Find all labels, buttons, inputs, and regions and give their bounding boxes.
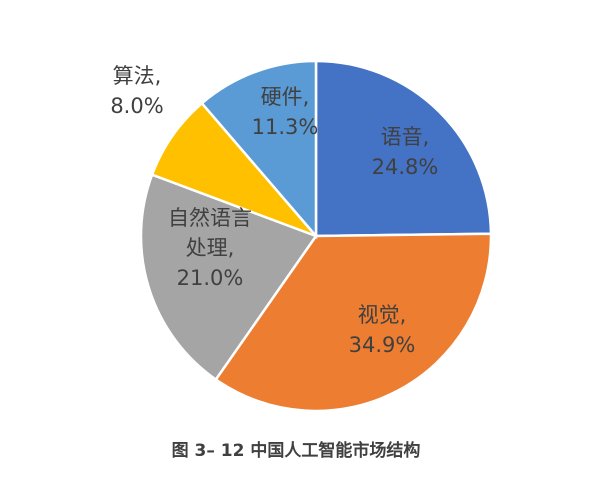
data-label-line: 硬件, xyxy=(261,85,310,109)
data-label-nlp: 自然语言处理, 21.0% xyxy=(168,206,252,290)
pie-chart: 语音, 24.8% 视觉, 34.9% 自然语言处理, 21.0% 算法, 8.0% 硬件, 11… xyxy=(110,59,493,413)
data-label-line: 11.3% xyxy=(252,115,319,139)
data-label-line: 自然语言 xyxy=(168,206,252,230)
data-label-line: 34.9% xyxy=(349,333,416,357)
data-label-speech: 语音, 24.8% xyxy=(372,125,439,179)
data-label-line: 算法, xyxy=(113,64,162,88)
data-label-line: 处理, xyxy=(186,236,235,260)
pie-slice-vision xyxy=(214,232,493,413)
data-label-line: 21.0% xyxy=(177,266,244,290)
data-label-line: 语音, xyxy=(381,125,430,149)
pie-slice-hardware xyxy=(200,59,318,240)
data-label-line: 24.8% xyxy=(372,155,439,179)
data-label-vision: 视觉, 34.9% xyxy=(349,303,416,357)
pie-slice-nlp xyxy=(139,173,318,382)
figure-caption: 图 3– 12 中国人工智能市场结构 xyxy=(171,441,421,461)
data-label-line: 视觉, xyxy=(358,303,407,327)
data-label-hardware: 硬件, 11.3% xyxy=(252,85,319,139)
pie-slice-speech xyxy=(314,59,493,238)
data-label-line: 8.0% xyxy=(110,94,163,118)
data-label-algorithm: 算法, 8.0% xyxy=(110,64,163,118)
